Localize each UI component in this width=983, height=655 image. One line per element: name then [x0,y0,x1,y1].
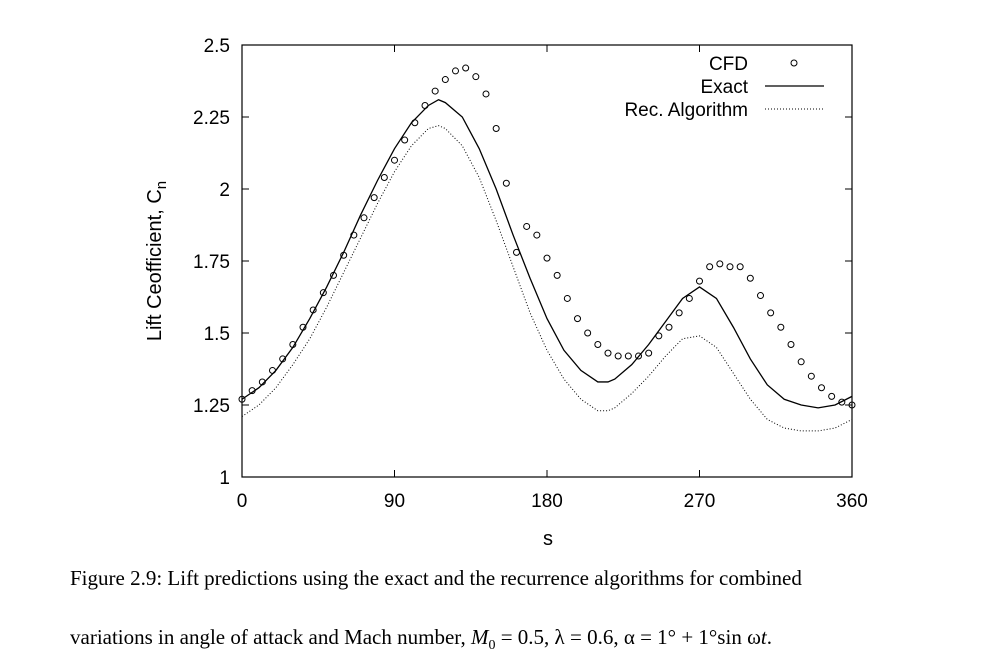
caption-parameters: = 0.5, λ = 0.6, α = 1° + 1°sin ω [495,625,761,649]
cfd-data-point [838,398,846,406]
cfd-data-point [472,73,480,81]
cfd-data-point [441,76,449,84]
cfd-data-point [736,263,744,271]
cfd-data-point [238,395,246,403]
lift-coefficient-chart: 0 90 180 270 360 1 1.25 1.5 1.75 2 2.25 2.5 CFDExac… [144,36,868,550]
cfd-data-point [360,214,368,222]
y-tick-label: 2.5 [204,36,230,57]
caption-text: variations in angle of attack and Mach n… [70,625,471,649]
cfd-data-point [635,352,642,360]
cfd-data-point [452,67,459,75]
y-axis-label-main: Lift Ceofficient, C [144,189,166,341]
cfd-data-point [746,274,754,282]
cfd-data-point [401,136,409,144]
x-tick-label: 270 [684,491,716,512]
cfd-data-point [462,64,470,72]
cfd-data-point [848,401,856,409]
cfd-data-point [584,329,592,337]
y-tick-label: 1.75 [193,252,230,273]
cfd-data-point [787,341,795,349]
caption-mach-subscript: 0 [488,638,496,654]
figure-caption-line-2: variations in angle of attack and Mach n… [70,625,970,654]
cfd-data-point [523,222,531,230]
cfd-data-point [726,263,734,271]
cfd-data-point [370,194,378,202]
rec-algorithm-series-line [241,125,853,432]
x-tick-label: 90 [384,491,405,512]
cfd-data-point [533,231,541,239]
cfd-data-point [828,392,836,400]
cfd-data-point [777,323,785,331]
y-axis-label: Lift Ceofficient, Cn [144,181,170,341]
x-tick-label: 0 [237,491,248,512]
y-axis-label-subscript: n [153,181,170,189]
cfd-data-point [431,87,439,95]
y-tick-label: 1 [219,468,230,489]
y-tick-label: 2 [219,180,230,201]
caption-time-symbol: t [760,625,767,649]
cfd-data-point [645,349,653,357]
cfd-data-point [685,294,693,302]
cfd-data-point [543,254,551,262]
cfd-data-point [614,352,622,360]
series-layer [238,64,856,432]
exact-series-line [241,98,853,409]
y-tick-label: 1.25 [193,396,230,417]
x-axis-label: s [543,528,553,550]
cfd-data-point [604,349,612,357]
legend-label-cfd: CFD [709,54,748,75]
cfd-data-point [757,292,764,300]
cfd-data-point [594,341,602,349]
cfd-data-point [319,289,327,297]
cfd-data-point [655,332,663,340]
cfd-data-point [767,309,775,317]
cfd-data-point [696,277,703,285]
cfd-data-point [706,263,714,271]
caption-mach-symbol: M [470,625,489,649]
y-tick-label: 2.25 [193,108,230,129]
figure-caption-line-1: Figure 2.9: Lift predictions using the e… [70,566,802,590]
y-tick-label: 1.5 [204,324,230,345]
cfd-data-point [563,294,571,302]
cfd-data-point [818,384,825,392]
cfd-data-point [502,179,510,187]
legend-label-rec-algorithm: Rec. Algorithm [624,100,748,121]
legend-marker-cfd [790,59,798,67]
cfd-data-point [492,125,500,133]
x-tick-label: 180 [531,491,563,512]
legend-label-exact: Exact [700,77,748,98]
axes: 0 90 180 270 360 1 1.25 1.5 1.75 2 2.25 2.5 [193,36,868,512]
cfd-data-point [380,173,388,181]
cfd-data-point [675,309,683,317]
cfd-data-point [797,358,805,366]
cfd-data-point [716,260,724,268]
cfd-data-point [553,271,561,279]
cfd-data-point [665,323,673,331]
cfd-data-point [574,315,581,323]
cfd-data-point [807,372,815,380]
caption-end: . [766,625,772,649]
cfd-data-point [391,156,398,164]
cfd-data-point [624,352,632,360]
x-tick-label: 360 [836,491,868,512]
cfd-data-point [482,90,490,98]
